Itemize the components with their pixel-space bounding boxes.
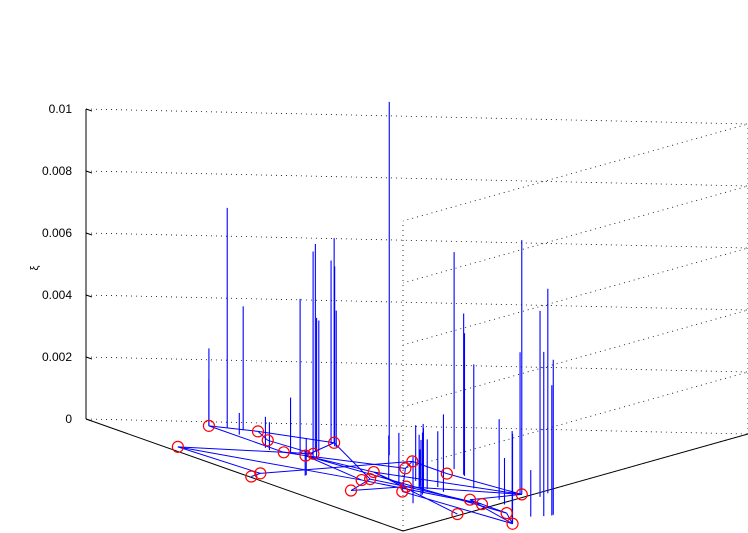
edge-23-22	[481, 503, 507, 514]
edge-2-3	[257, 431, 269, 441]
edge-10-9	[251, 472, 261, 477]
edge-21-14	[373, 471, 522, 495]
grid-line-3	[85, 232, 748, 346]
y-axis-line	[402, 433, 748, 532]
z-tick-mark-5	[85, 108, 93, 112]
network-nodes	[171, 419, 528, 530]
z-tick-label-1: 0.002	[42, 350, 72, 364]
edge-11-13	[412, 460, 448, 475]
node-22	[475, 498, 489, 511]
node-9	[245, 470, 258, 483]
node-13	[440, 467, 453, 480]
edge-2-5	[257, 430, 335, 444]
network-edges	[177, 425, 522, 525]
edge-16-22	[361, 479, 483, 505]
z-tick-label-0: 0	[65, 412, 72, 426]
node-15	[364, 473, 377, 486]
edge-1-7	[208, 425, 284, 453]
edge-7-8	[283, 451, 306, 457]
node-8	[299, 449, 312, 462]
grid-line-0	[85, 418, 748, 532]
node-14	[367, 465, 380, 479]
node-18	[344, 484, 358, 497]
z-tick-mark-2	[85, 294, 93, 298]
axes	[85, 109, 748, 532]
z-tick-mark-0	[85, 418, 93, 422]
node-1	[202, 419, 216, 432]
node-16	[355, 473, 368, 487]
node-24	[506, 517, 519, 530]
edge-8-12	[305, 455, 406, 469]
z-axis-ticks: 0 0.002 0.004 0.006 0.008 0.01	[42, 102, 93, 426]
z-tick-mark-1	[85, 356, 93, 360]
z-tick-label-5: 0.01	[49, 102, 73, 116]
node-23	[500, 507, 513, 520]
node-21	[515, 488, 528, 501]
z-tick-label-3: 0.006	[42, 226, 72, 240]
node-3	[261, 434, 274, 447]
node-19	[463, 493, 477, 506]
edge-20-24	[402, 491, 513, 525]
node-2	[251, 425, 265, 438]
grid-line-2	[85, 294, 748, 408]
node-25	[451, 507, 464, 521]
edge-10-11	[260, 460, 413, 474]
node-10	[254, 467, 267, 480]
grid-line-5	[85, 108, 748, 222]
edge-12-20	[401, 468, 406, 492]
node-6	[307, 447, 320, 460]
node-7	[277, 446, 290, 459]
edge-21-19	[469, 493, 522, 501]
node-11	[406, 455, 419, 468]
x-axis-line	[85, 418, 404, 532]
node-12	[399, 462, 412, 475]
z-tick-label-4: 0.008	[42, 164, 72, 178]
edge-5-15	[333, 442, 371, 480]
z-axis-label: ξ	[29, 265, 41, 270]
node-20	[396, 485, 409, 498]
edge-15-17	[370, 478, 407, 488]
edge-13-21	[446, 473, 522, 495]
grid-lines	[85, 108, 748, 532]
edge-3-6	[267, 439, 314, 455]
edge-1-2	[208, 425, 259, 432]
edge-14-25	[373, 471, 458, 515]
z-tick-mark-3	[85, 232, 93, 236]
z-tick-mark-4	[85, 170, 93, 174]
z-tick-label-2: 0.004	[42, 288, 72, 302]
edge-4-10	[177, 446, 261, 474]
grid-line-1	[85, 356, 748, 470]
node-4	[171, 440, 184, 453]
edge-4-16	[177, 446, 362, 481]
stems	[208, 101, 554, 525]
edge-21-17	[406, 486, 522, 495]
node-5	[328, 436, 341, 449]
grid-line-4	[85, 170, 748, 284]
